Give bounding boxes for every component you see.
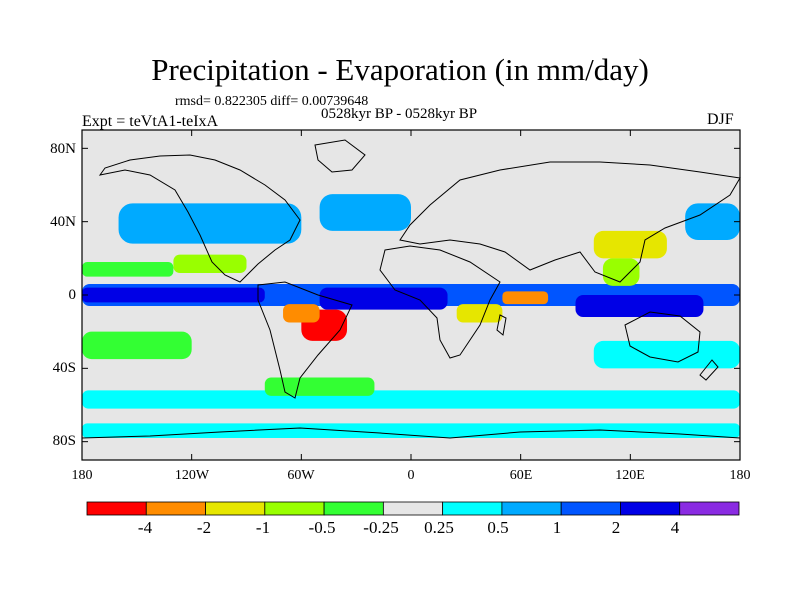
colorbar-swatch-0 <box>86 501 147 516</box>
colorbar-swatch-6 <box>442 501 503 516</box>
colorbar-label-9: 2 <box>611 518 621 537</box>
y-tick-label-80n: 80N <box>50 141 76 157</box>
coast-madagascar <box>496 314 507 336</box>
x-tick-label-60w: 60W <box>287 468 315 483</box>
contour-region-16 <box>593 340 740 369</box>
colorbar-label-5: -0.25 <box>363 518 399 537</box>
colorbar-swatch-8 <box>560 501 621 516</box>
y-tick-label-0: 0 <box>68 287 77 303</box>
colorbar-swatch-4 <box>323 501 384 516</box>
contour-region-13 <box>593 230 667 259</box>
x-tick-label-120e: 120E <box>615 468 645 483</box>
coast-australia <box>624 311 701 363</box>
y-tick-label-80s: 80S <box>52 433 76 449</box>
chart-title: Precipitation - Evaporation (in mm/day) <box>151 52 649 87</box>
experiment-label: Expt = teVtA1-teIxA <box>82 113 219 130</box>
contour-region-8 <box>173 254 247 273</box>
colorbar-label-4: -0.5 <box>308 518 336 537</box>
contour-region-3 <box>575 295 704 317</box>
axis-ticks <box>81 130 741 460</box>
colorbar-label-6: 0.25 <box>424 518 454 537</box>
contour-region-4 <box>118 203 302 244</box>
coastlines <box>81 139 741 439</box>
colorbar-swatch-7 <box>501 501 562 516</box>
coast-africa <box>379 245 501 359</box>
contour-region-10 <box>283 304 320 323</box>
contour-region-12 <box>502 291 549 305</box>
coast-antarctica <box>81 427 741 439</box>
contour-region-6 <box>685 203 740 240</box>
colorbar-swatch-2 <box>205 501 266 516</box>
colorbar-swatch-10 <box>679 501 740 516</box>
colorbar-swatch-3 <box>264 501 325 516</box>
colorbar-swatch-1 <box>145 501 206 516</box>
coast-south-america <box>257 281 353 399</box>
contour-region-19 <box>82 423 740 438</box>
contour-region-18 <box>264 377 375 396</box>
x-tick-label-180e: 180 <box>729 468 751 483</box>
y-tick-label-40n: 40N <box>50 214 76 230</box>
chart-period: 0528kyr BP - 0528kyr BP <box>321 106 478 122</box>
colorbar-swatch-5 <box>382 501 444 516</box>
colorbar-label-1: -4 <box>137 518 153 537</box>
colorbar-label-7: 0.5 <box>487 518 509 537</box>
coast-north-america <box>98 154 301 283</box>
colorbar-label-2: -2 <box>196 518 212 537</box>
colorbar-label-10: 4 <box>670 518 680 537</box>
contour-region-1 <box>82 287 265 303</box>
colorbar-label-8: 1 <box>552 518 562 537</box>
colorbar-swatch-9 <box>620 501 681 516</box>
contour-region-14 <box>602 258 640 286</box>
contour-region-11 <box>456 304 503 323</box>
season-label: DJF <box>707 111 734 128</box>
y-tick-label-40s: 40S <box>52 360 76 376</box>
colorbar-label-3: -1 <box>255 518 271 537</box>
coast-new-zealand <box>699 359 719 381</box>
contour-region-17 <box>82 390 740 409</box>
x-tick-label-120w: 120W <box>174 468 210 483</box>
contour-region-7 <box>82 262 174 277</box>
chart-stats: rmsd= 0.822305 diff= 0.00739648 <box>175 94 369 109</box>
coast-greenland <box>314 139 366 173</box>
contour-region-5 <box>319 194 411 231</box>
x-tick-label-0: 0 <box>407 468 415 483</box>
x-tick-label-180w: 180 <box>71 468 93 483</box>
contour-regions <box>82 194 740 438</box>
contour-region-15 <box>82 331 192 360</box>
contour-region-2 <box>319 287 448 310</box>
colorbar <box>86 501 740 516</box>
x-tick-label-60e: 60E <box>509 468 533 483</box>
coast-eurasia <box>399 161 741 283</box>
